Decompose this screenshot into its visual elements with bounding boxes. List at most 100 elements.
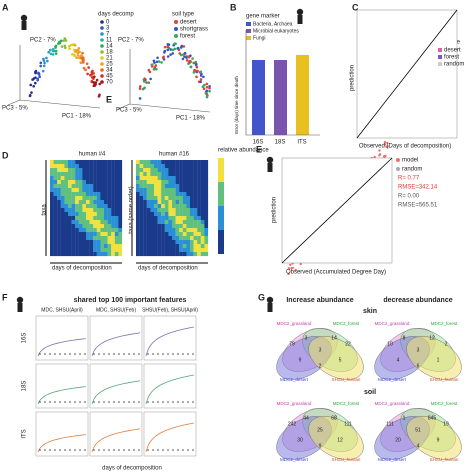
heat-cell	[164, 244, 169, 249]
point	[160, 61, 163, 64]
heat-cell	[157, 176, 162, 181]
heat-cell	[179, 160, 183, 165]
heat-cell	[172, 216, 176, 221]
column-title: decrease abundance	[383, 297, 452, 304]
point	[195, 65, 199, 69]
point	[294, 268, 297, 272]
heat-cell	[71, 216, 76, 221]
heat-cell	[204, 192, 209, 197]
heat-cell	[78, 204, 83, 209]
point	[162, 401, 164, 403]
heat-cell	[136, 236, 140, 241]
heat-cell	[186, 220, 191, 225]
venn-count: 44	[303, 415, 309, 421]
heat-cell	[71, 200, 76, 205]
heat-cell	[75, 164, 79, 169]
heat-cell	[186, 212, 191, 217]
point	[138, 401, 140, 403]
heat-cell	[57, 168, 61, 173]
heat-cell	[96, 200, 101, 205]
heat-cell	[53, 240, 58, 245]
heat-cell	[104, 164, 108, 169]
heat-cell	[136, 168, 140, 173]
legend: model	[402, 158, 418, 164]
heat-cell	[68, 184, 72, 189]
heat-cell	[146, 236, 151, 241]
set-label: SHSU_human	[332, 377, 361, 382]
heat-cell	[60, 180, 65, 185]
venn-count: 19	[443, 421, 449, 427]
point	[187, 401, 189, 403]
heat-cell	[71, 224, 76, 229]
heat-cell	[75, 220, 79, 225]
point	[59, 353, 61, 355]
heat-cell	[86, 240, 90, 245]
heat-cell	[118, 188, 123, 193]
legend-swatch	[100, 20, 104, 24]
heat-cell	[154, 168, 158, 173]
heat-cell	[75, 240, 79, 245]
heat-cell	[50, 204, 54, 209]
heat-cell	[197, 236, 201, 241]
heat-cell	[172, 160, 176, 165]
heat-cell	[161, 180, 165, 185]
legend-label: 70	[106, 80, 113, 86]
heat-cell	[114, 164, 119, 169]
heat-cell	[64, 184, 69, 189]
heat-cell	[154, 232, 158, 237]
heat-cell	[82, 244, 87, 249]
heat-cell	[50, 192, 54, 197]
heat-cell	[146, 232, 151, 237]
heat-cell	[157, 208, 162, 213]
point	[71, 52, 74, 56]
heat-cell	[71, 180, 76, 185]
heat-cell	[164, 180, 169, 185]
heat-cell	[164, 216, 169, 221]
heat-cell	[190, 172, 194, 177]
heat-cell	[114, 244, 119, 249]
point	[49, 48, 52, 52]
heat-cell	[146, 252, 151, 257]
point	[47, 50, 50, 54]
point	[81, 57, 85, 60]
heat-cell	[154, 228, 158, 233]
heat-cell	[150, 224, 155, 229]
heat-cell	[164, 204, 169, 209]
heat-cell	[96, 212, 101, 217]
heat-cell	[104, 212, 108, 217]
point	[373, 155, 376, 159]
heat-cell	[114, 168, 119, 173]
heat-cell	[53, 176, 58, 181]
heat-cell	[78, 212, 83, 217]
heat-cell	[150, 252, 155, 257]
heat-cell	[157, 188, 162, 193]
subplot	[89, 315, 143, 361]
point	[163, 45, 167, 49]
heat-cell	[82, 224, 87, 229]
axis-label: Error (days) time since death	[234, 76, 239, 134]
heat-cell	[89, 200, 94, 205]
heat-cell	[139, 232, 144, 237]
heat-cell	[60, 248, 65, 253]
heat-cell	[64, 216, 69, 221]
heat-cell	[114, 176, 119, 181]
heat-cell	[164, 160, 169, 165]
heat-cell	[64, 224, 69, 229]
heat-cell	[64, 188, 69, 193]
panel-label: B	[230, 2, 237, 12]
point	[94, 81, 98, 84]
heat-cell	[71, 160, 76, 165]
point	[64, 449, 66, 451]
heat-cell	[64, 248, 69, 253]
heat-cell	[136, 248, 140, 253]
heat-cell	[182, 164, 187, 169]
heat-cell	[96, 160, 101, 165]
point	[143, 86, 146, 90]
heat-cell	[89, 160, 94, 165]
point	[76, 53, 80, 57]
heat-cell	[93, 236, 97, 241]
heat-cell	[60, 252, 65, 257]
heat-cell	[104, 244, 108, 249]
point	[205, 82, 209, 86]
heat-cell	[172, 240, 176, 245]
